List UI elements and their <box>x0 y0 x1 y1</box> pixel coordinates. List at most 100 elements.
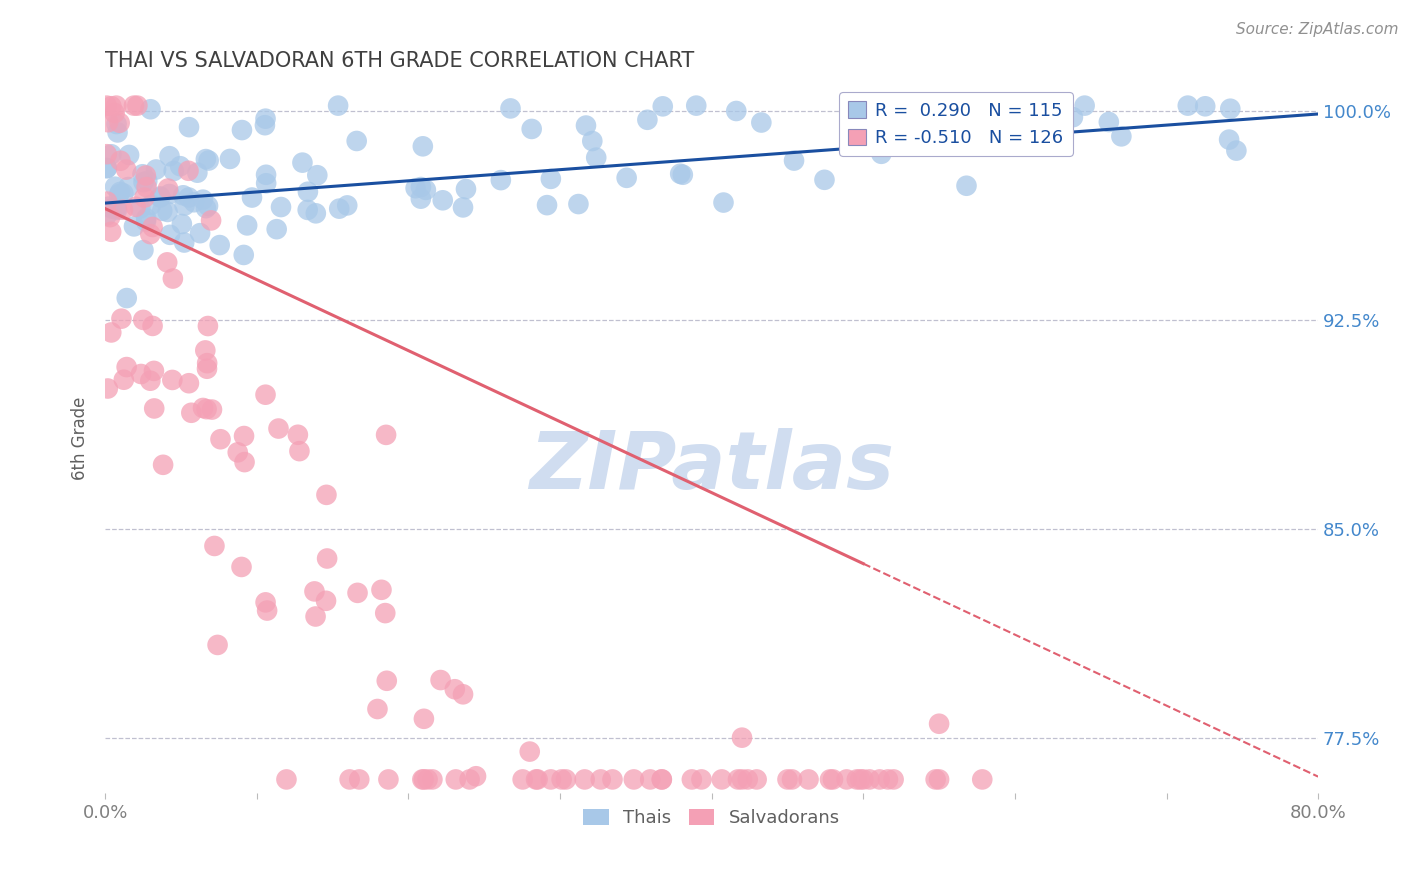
Point <box>105 117 128 131</box>
Point <box>444 772 467 787</box>
Point <box>1111 129 1133 144</box>
Point <box>287 427 309 442</box>
Point <box>183 195 205 210</box>
Point <box>375 428 398 442</box>
Point <box>409 180 432 194</box>
Point <box>177 190 200 204</box>
Point <box>1177 98 1199 112</box>
Point <box>135 180 157 194</box>
Point <box>526 772 548 787</box>
Point <box>776 772 799 787</box>
Point <box>519 745 541 759</box>
Point <box>156 255 179 269</box>
Point <box>415 183 437 197</box>
Point <box>200 213 222 227</box>
Point <box>115 162 138 177</box>
Point <box>366 702 388 716</box>
Y-axis label: 6th Grade: 6th Grade <box>72 397 89 480</box>
Point <box>159 227 181 242</box>
Point <box>254 176 277 190</box>
Point <box>172 188 194 202</box>
Point <box>783 153 806 168</box>
Point <box>134 191 156 205</box>
Point <box>305 206 328 220</box>
Point <box>152 458 174 472</box>
Point <box>328 202 350 216</box>
Point <box>253 118 276 132</box>
Point <box>142 364 165 378</box>
Point <box>520 122 543 136</box>
Point <box>267 421 290 435</box>
Point <box>97 382 120 396</box>
Point <box>737 772 759 787</box>
Point <box>326 98 349 112</box>
Point <box>115 360 138 375</box>
Point <box>270 200 292 214</box>
Point <box>132 313 155 327</box>
Point <box>858 772 880 787</box>
Point <box>870 146 893 161</box>
Point <box>818 772 841 787</box>
Point <box>150 203 173 218</box>
Point <box>132 175 155 189</box>
Point <box>170 217 193 231</box>
Point <box>96 161 118 175</box>
Point <box>955 178 977 193</box>
Point <box>1194 99 1216 113</box>
Point <box>108 185 131 199</box>
Point <box>458 772 481 787</box>
Point <box>638 772 661 787</box>
Point <box>143 401 166 416</box>
Point <box>201 402 224 417</box>
Point <box>142 219 165 234</box>
Point <box>429 673 451 687</box>
Point <box>336 198 359 212</box>
Point <box>797 772 820 787</box>
Point <box>208 238 231 252</box>
Point <box>685 98 707 112</box>
Point <box>297 185 319 199</box>
Point <box>254 387 277 401</box>
Point <box>845 772 868 787</box>
Point <box>291 155 314 169</box>
Point <box>567 197 589 211</box>
Point <box>173 235 195 250</box>
Point <box>139 227 162 241</box>
Point <box>162 271 184 285</box>
Point <box>254 112 277 126</box>
Point <box>690 772 713 787</box>
Point <box>101 202 124 216</box>
Point <box>636 112 658 127</box>
Point <box>105 98 128 112</box>
Point <box>122 98 145 112</box>
Point <box>412 139 434 153</box>
Point <box>107 125 129 139</box>
Point <box>177 120 200 135</box>
Point <box>233 455 256 469</box>
Point <box>304 609 326 624</box>
Text: Source: ZipAtlas.com: Source: ZipAtlas.com <box>1236 22 1399 37</box>
Point <box>998 98 1021 112</box>
Point <box>972 772 994 787</box>
Point <box>928 772 950 787</box>
Point <box>104 106 127 120</box>
Point <box>141 198 163 212</box>
Point <box>231 560 253 574</box>
Point <box>731 731 754 745</box>
Point <box>409 192 432 206</box>
Point <box>602 772 624 787</box>
Point <box>1062 110 1084 124</box>
Legend: Thais, Salvadorans: Thais, Salvadorans <box>576 801 848 834</box>
Point <box>574 772 596 787</box>
Point <box>122 219 145 234</box>
Point <box>821 772 844 787</box>
Point <box>96 98 118 112</box>
Point <box>195 361 218 376</box>
Point <box>315 594 337 608</box>
Point <box>232 248 254 262</box>
Point <box>97 200 120 214</box>
Point <box>780 772 803 787</box>
Point <box>710 772 733 787</box>
Point <box>135 169 157 183</box>
Point <box>188 226 211 240</box>
